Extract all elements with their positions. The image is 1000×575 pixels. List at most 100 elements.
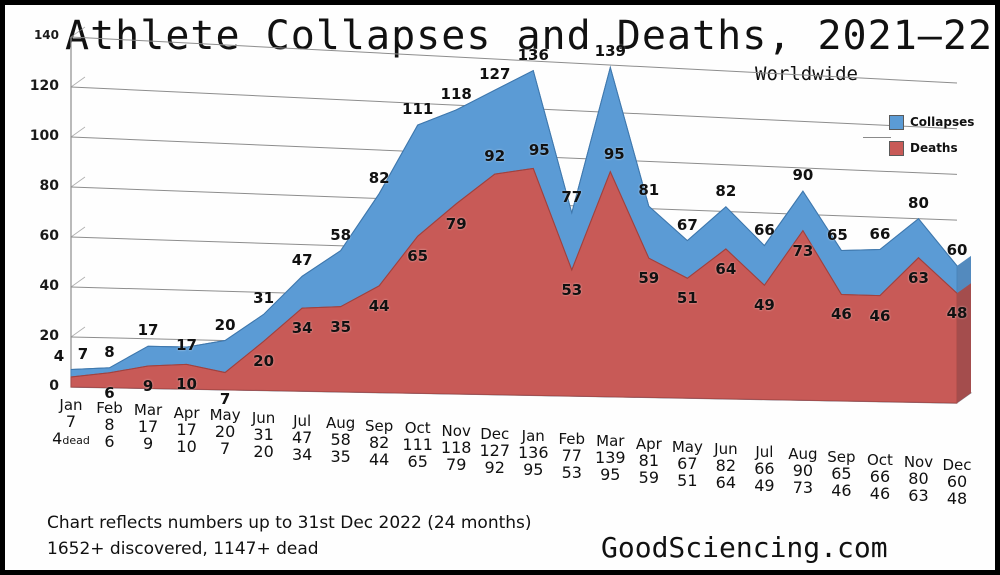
- x-axis-collapses-value: 66: [869, 466, 891, 486]
- x-axis-group: Nov 118 79: [441, 423, 472, 473]
- data-label-collapses: 20: [214, 315, 236, 334]
- x-axis-collapses-value: 8: [104, 414, 115, 434]
- x-axis-collapses-value: 111: [402, 435, 433, 455]
- data-label-collapses: 7: [77, 344, 89, 363]
- x-axis-group: Apr 17 10: [174, 405, 200, 455]
- data-label-collapses: 65: [826, 225, 848, 244]
- x-axis-deaths-value: 34: [291, 444, 313, 464]
- x-axis-group: Mar 139 95: [595, 433, 626, 483]
- data-label-collapses: 82: [368, 168, 390, 187]
- x-axis-collapses-value: 90: [792, 461, 814, 481]
- data-label-deaths: 9: [142, 377, 154, 396]
- data-label-collapses: 80: [908, 193, 929, 212]
- x-axis-deaths-value: 53: [561, 462, 582, 482]
- x-axis-deaths-value: 49: [754, 475, 775, 495]
- data-label-collapses: 66: [753, 220, 775, 239]
- x-axis-month-label: Jul: [293, 411, 312, 430]
- data-label-deaths: 35: [330, 317, 352, 336]
- x-axis-month-label: Feb: [558, 429, 586, 448]
- chart-legend: Collapses Deaths: [889, 111, 974, 163]
- data-label-deaths: 51: [676, 289, 698, 308]
- data-label-collapses: 136: [517, 45, 549, 64]
- x-axis-group: Feb 77 53: [559, 431, 586, 481]
- x-axis-group: Dec 60 48: [942, 457, 971, 507]
- data-label-deaths: 46: [869, 306, 891, 325]
- data-label-collapses: 4: [53, 346, 65, 365]
- x-axis-group: Jan 7 4dead: [52, 397, 90, 449]
- data-label-collapses: 8: [104, 342, 115, 361]
- x-axis-collapses-value: 80: [908, 469, 929, 489]
- data-label-collapses: 67: [676, 215, 698, 234]
- x-axis-month-label: Jul: [755, 442, 774, 461]
- x-axis-group: Aug 58 35: [326, 415, 355, 465]
- x-axis-month-label: Mar: [133, 401, 163, 420]
- chart-title: Athlete Collapses and Deaths, 2021—22: [65, 13, 994, 59]
- data-label-deaths: 10: [176, 375, 197, 394]
- legend-item[interactable]: Collapses: [889, 111, 974, 133]
- x-axis-deaths-value: 65: [407, 452, 428, 472]
- data-label-deaths: 64: [715, 259, 737, 278]
- x-axis-group: Jul 66 49: [754, 444, 774, 494]
- data-label-collapses: 77: [561, 187, 583, 206]
- x-axis-group: May 67 51: [672, 439, 703, 489]
- x-axis-deaths-value: 79: [446, 455, 467, 474]
- x-axis-deaths-value: 7: [219, 439, 231, 459]
- x-axis-month-label: Apr: [173, 403, 200, 422]
- footer-note-line1: Chart reflects numbers up to 31st Dec 20…: [47, 513, 532, 533]
- data-label-deaths: 95: [528, 141, 550, 160]
- data-label-collapses: 47: [291, 251, 313, 270]
- data-label-collapses: 66: [869, 224, 891, 243]
- x-axis-month-label: Mar: [596, 432, 625, 451]
- x-axis-deaths-value: 9: [142, 434, 154, 454]
- x-axis-group: Aug 90 73: [788, 446, 817, 496]
- x-axis-month-label: Dec: [942, 455, 972, 474]
- data-label-deaths: 53: [561, 280, 583, 299]
- brand-watermark: GoodSciencing.com: [601, 531, 888, 564]
- data-label-collapses: 17: [137, 321, 159, 340]
- data-label-deaths: 7: [219, 389, 231, 408]
- data-label-collapses: 58: [330, 225, 352, 244]
- x-axis-collapses-value: 67: [677, 453, 698, 473]
- x-axis-group: Apr 81 59: [636, 436, 662, 486]
- x-axis-deaths-value: 64: [715, 473, 737, 493]
- x-axis-month-label: Sep: [365, 416, 394, 435]
- y-axis-tick-label: 120: [29, 78, 59, 94]
- x-axis-group: Jun 82 64: [714, 441, 737, 491]
- y-axis-tick-label: 40: [39, 278, 59, 294]
- x-axis-month-label: Oct: [866, 450, 893, 469]
- data-label-deaths: 63: [908, 268, 929, 287]
- legend-leader-line: [863, 137, 891, 138]
- x-axis-group: Jun 31 20: [252, 410, 275, 460]
- x-axis-month-label: Dec: [480, 424, 510, 443]
- x-axis-collapses-value: 58: [330, 430, 351, 450]
- x-axis-collapses-value: 31: [253, 425, 274, 444]
- x-axis-deaths-suffix: dead: [62, 434, 90, 447]
- x-axis-collapses-value: 136: [517, 443, 549, 463]
- data-label-deaths: 59: [638, 269, 660, 288]
- x-axis-deaths-value: 4dead: [52, 429, 90, 448]
- x-axis-deaths-value: 59: [638, 468, 659, 487]
- x-axis-collapses-value: 17: [137, 417, 159, 437]
- x-axis-month-label: May: [671, 437, 703, 456]
- x-axis-month-label: Nov: [903, 453, 934, 472]
- x-axis-group: Oct 111 65: [402, 420, 433, 470]
- data-label-collapses: 31: [253, 289, 275, 308]
- x-axis-collapses-value: 66: [754, 458, 775, 478]
- legend-item[interactable]: Deaths: [889, 137, 974, 159]
- x-axis-deaths-value: 73: [792, 478, 814, 498]
- x-axis-collapses-value: 47: [291, 427, 313, 447]
- x-axis-group: Dec 127 92: [479, 426, 510, 476]
- x-axis-collapses-value: 60: [946, 471, 968, 491]
- x-axis-month-label: Jun: [714, 440, 738, 459]
- y-axis-tick-label: 20: [39, 328, 59, 344]
- chart-canvas: Athlete Collapses and Deaths, 2021—22 Wo…: [5, 5, 995, 570]
- chart-subtitle: Worldwide: [755, 63, 858, 85]
- x-axis-deaths-value: 95: [600, 465, 621, 485]
- x-axis-collapses-value: 77: [561, 445, 582, 465]
- x-axis-collapses-value: 127: [479, 440, 511, 460]
- data-label-collapses: 60: [946, 240, 968, 259]
- data-label-deaths: 92: [484, 147, 506, 166]
- x-axis-group: May 20 7: [210, 407, 241, 457]
- data-label-deaths: 46: [830, 305, 852, 324]
